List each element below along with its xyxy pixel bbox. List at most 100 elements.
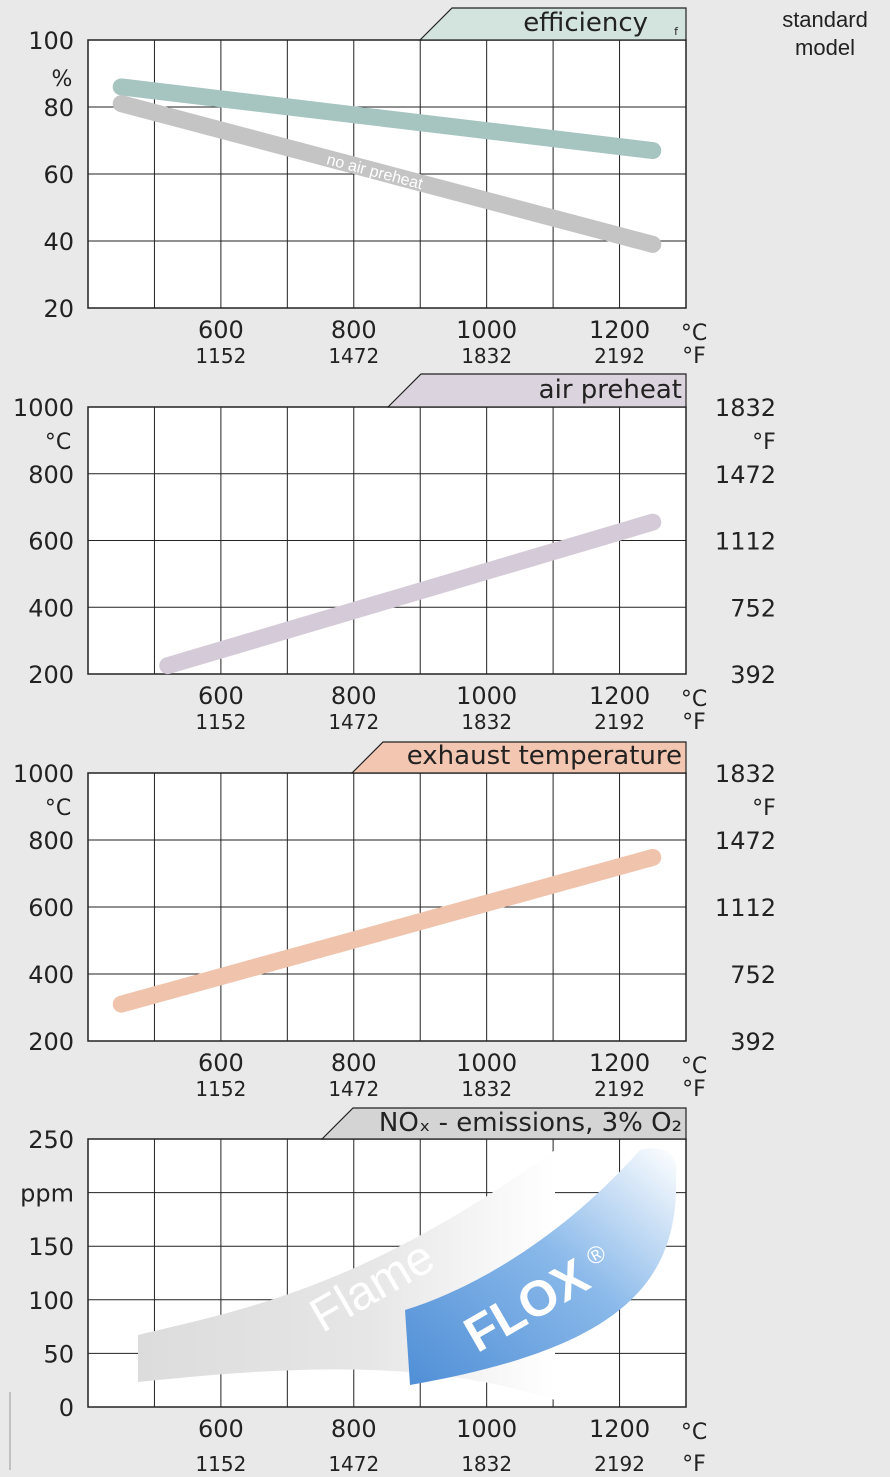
x-tick-label-c: 800: [331, 1415, 377, 1443]
chart-panel-3: exhaust temperature 1000 800 600 400 200 °C 183…: [13, 741, 776, 1102]
y-tick-label: 150: [28, 1233, 74, 1261]
y-tick-label: 100: [28, 1287, 74, 1315]
x-tick-label-c: 1200: [589, 1049, 650, 1077]
x-tick-label-c: 800: [331, 316, 377, 344]
y2-tick-label: 1112: [715, 894, 776, 922]
y-unit-label: °C: [45, 796, 71, 821]
chart-panel-2: air preheat 1000 800 600 400 200 °C 1832 1472 111…: [13, 373, 776, 735]
x-tick-label-f: 2192: [594, 1452, 645, 1476]
plot-frame: [87, 406, 687, 675]
y2-tick-label: 1472: [715, 461, 776, 489]
x-tick-label-c: 1000: [456, 1415, 517, 1443]
y-tick-label: 600: [28, 528, 74, 556]
x-tick-label-c: 1200: [589, 316, 650, 344]
x-tick-label-f: 1152: [195, 1452, 246, 1476]
y-tick-label: 0: [59, 1394, 74, 1422]
x-tick-label-f: 1472: [328, 710, 379, 734]
standard-model-line1: standard: [782, 7, 868, 32]
chart-title: efficiency: [523, 8, 648, 38]
plot-frame: [87, 39, 687, 309]
x-tick-label-c: 1000: [456, 1049, 517, 1077]
x-unit-f: °F: [682, 1077, 706, 1102]
x-tick-label-f: 1152: [195, 1077, 246, 1101]
x-tick-label-f: 1152: [195, 344, 246, 368]
x-unit-f: °F: [682, 344, 706, 369]
x-tick-label-c: 1000: [456, 682, 517, 710]
x-tick-label-f: 1832: [461, 710, 512, 734]
y-tick-label: 200: [28, 661, 74, 689]
y2-tick-label: 392: [730, 661, 776, 689]
x-unit-f: °F: [682, 1452, 706, 1477]
x-tick-label-c: 1200: [589, 1415, 650, 1443]
y-tick-label: 80: [43, 94, 74, 122]
y-tick-label: 250: [28, 1126, 74, 1154]
y2-unit-label: °F: [752, 430, 776, 455]
title-tab: [320, 1107, 687, 1140]
chart-panel-4: NOₓ - emissions, 3% O₂ 250 ppm 150 100 50 0 600…: [20, 1107, 707, 1477]
flox-region: [405, 1148, 677, 1385]
chart-title: air preheat: [539, 375, 682, 405]
y-unit-label: %: [52, 67, 73, 92]
x-tick-label-f: 2192: [594, 710, 645, 734]
series-line-1: [112, 848, 662, 1013]
y-tick-label: 100: [28, 27, 74, 55]
x-tick-label-f: 1472: [328, 344, 379, 368]
y-tick-label: 50: [43, 1340, 74, 1368]
x-tick-label-f: 1832: [461, 344, 512, 368]
x-unit-c: °C: [681, 687, 707, 712]
y2-tick-label: 752: [730, 594, 776, 622]
y-tick-label: 60: [43, 161, 74, 189]
chart-title-suffix: f: [674, 25, 679, 38]
x-tick-label-f: 1832: [461, 1077, 512, 1101]
x-tick-label-f: 1472: [328, 1452, 379, 1476]
y-tick-label: 1000: [13, 760, 74, 788]
x-tick-label-c: 600: [198, 682, 244, 710]
y-tick-label: 40: [43, 228, 74, 256]
chart-title: NOₓ - emissions, 3% O₂: [379, 1108, 682, 1138]
x-unit-f: °F: [682, 710, 706, 735]
y-tick-label: 1000: [13, 394, 74, 422]
chart-title: exhaust temperature: [407, 741, 682, 771]
title-tab: [350, 741, 687, 774]
y-tick-label: 400: [28, 594, 74, 622]
x-tick-label-f: 2192: [594, 1077, 645, 1101]
series-line-1: [112, 78, 662, 160]
x-unit-c: °C: [681, 321, 707, 346]
x-tick-label-f: 1472: [328, 1077, 379, 1101]
x-tick-label-f: 2192: [594, 344, 645, 368]
x-tick-label-c: 600: [198, 1049, 244, 1077]
y2-tick-label: 1112: [715, 528, 776, 556]
x-tick-label-c: 600: [198, 316, 244, 344]
series-line-1: [159, 513, 662, 675]
y-tick-label: 400: [28, 961, 74, 989]
y-tick-label: 20: [43, 295, 74, 323]
x-tick-label-c: 800: [331, 682, 377, 710]
y2-tick-label: 392: [730, 1028, 776, 1056]
x-tick-label-f: 1152: [195, 710, 246, 734]
x-tick-label-c: 600: [198, 1415, 244, 1443]
y-tick-label: 800: [28, 461, 74, 489]
y-tick-label: 600: [28, 894, 74, 922]
standard-model-label: standard model: [760, 6, 890, 62]
y-unit-label: °C: [45, 430, 71, 455]
title-tab: [418, 7, 687, 41]
x-unit-c: °C: [681, 1054, 707, 1079]
y2-tick-label: 1832: [715, 394, 776, 422]
x-tick-label-c: 1200: [589, 682, 650, 710]
x-tick-label-c: 1000: [456, 316, 517, 344]
y-tick-label: ppm: [20, 1180, 74, 1208]
y2-tick-label: 1472: [715, 827, 776, 855]
y-tick-label: 200: [28, 1028, 74, 1056]
x-unit-c: °C: [681, 1420, 707, 1445]
y-tick-label: 800: [28, 827, 74, 855]
series-line-2: [112, 95, 662, 253]
y2-unit-label: °F: [752, 796, 776, 821]
title-tab: [386, 373, 687, 408]
y2-tick-label: 752: [730, 961, 776, 989]
x-tick-label-f: 1832: [461, 1452, 512, 1476]
y2-tick-label: 1832: [715, 760, 776, 788]
standard-model-line2: model: [795, 35, 855, 60]
x-tick-label-c: 800: [331, 1049, 377, 1077]
